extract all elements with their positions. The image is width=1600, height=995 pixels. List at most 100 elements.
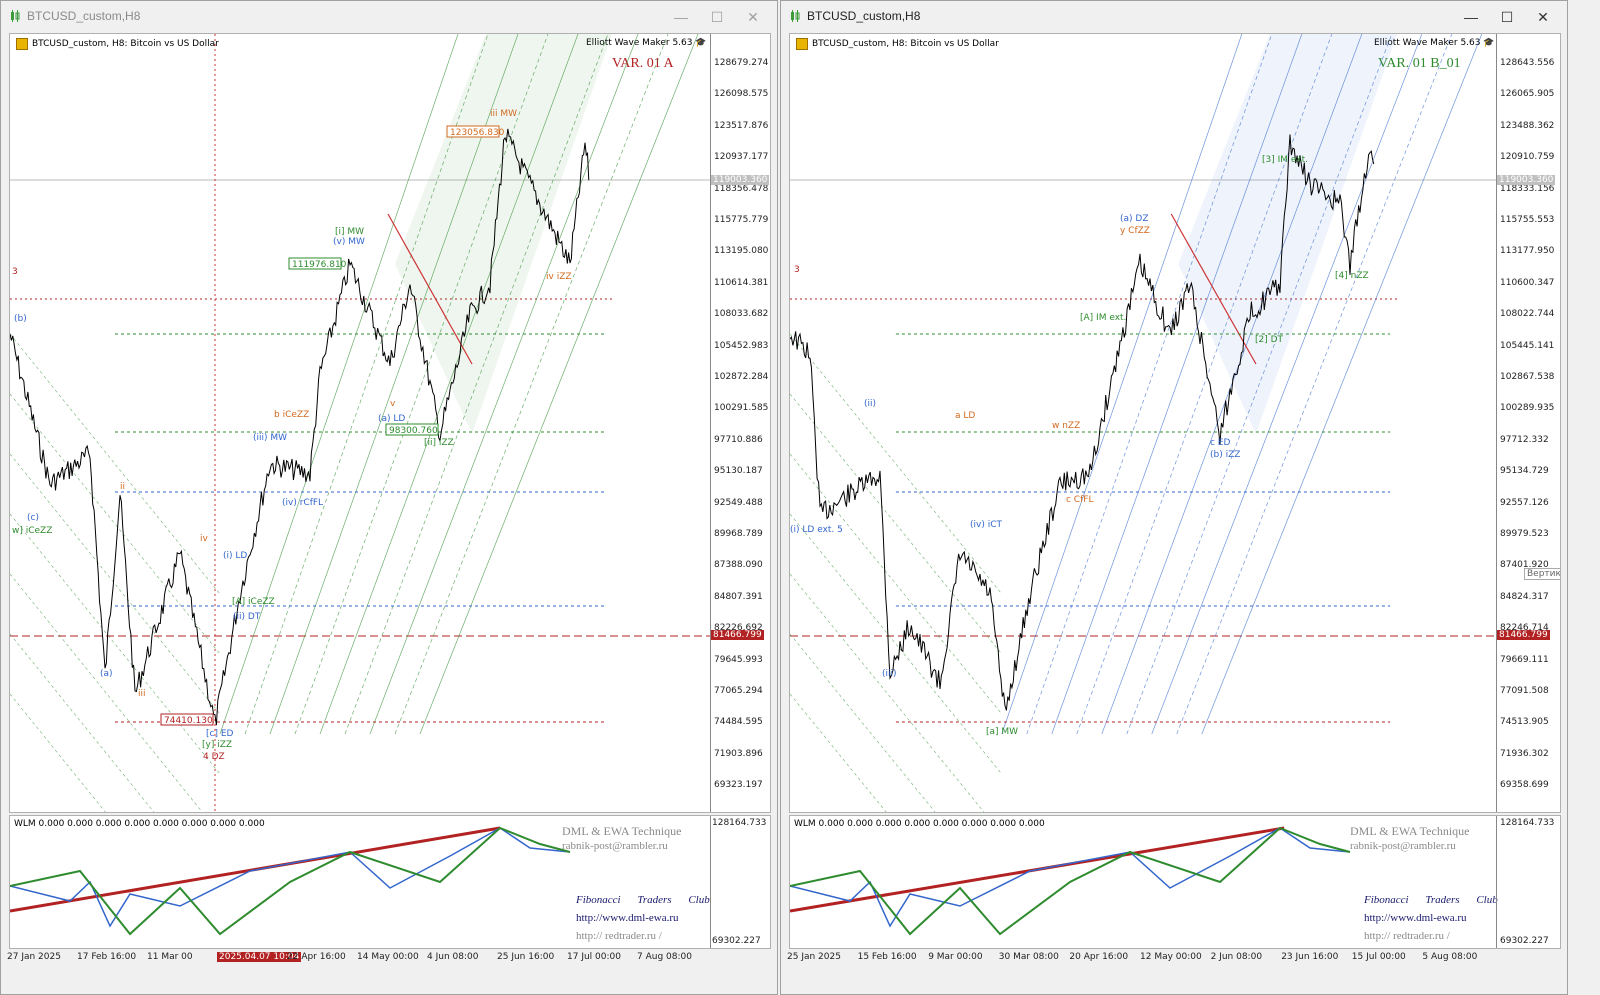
price-tick: 123488.362: [1500, 120, 1555, 131]
wave-label: (ii): [864, 399, 876, 409]
ind-axis-bottom: 69302.227: [712, 936, 761, 946]
price-tick: 95130.187: [714, 466, 763, 477]
time-tick: 23 Jun 16:00: [1281, 952, 1339, 962]
price-tick: 74484.595: [714, 717, 763, 728]
price-tick: 97710.886: [714, 434, 763, 445]
price-tick: 128643.556: [1500, 58, 1555, 68]
wave-label: [y] iZZ: [202, 740, 232, 750]
wlm-indicator[interactable]: WLM 0.000 0.000 0.000 0.000 0.000 0.000 …: [9, 815, 771, 949]
wave-label: (iv) rCfFL: [282, 498, 323, 508]
time-tick: 17 Feb 16:00: [77, 952, 137, 962]
price-tick: 128679.274: [714, 58, 769, 68]
price-axis: 128643.556 126065.905 123488.362 120910.759…: [1496, 34, 1560, 812]
wave-label: (iv) iCT: [970, 520, 1002, 530]
wave-label: iii: [138, 689, 146, 699]
ind-axis-bottom: 69302.227: [1500, 936, 1549, 946]
hat-icon: 🎓: [695, 38, 707, 48]
price-axis: 128679.274 126098.575 123517.876 120937.177…: [710, 34, 770, 812]
current-price-label: 119003.360: [711, 175, 770, 185]
site-url-2[interactable]: http:// redtrader.ru /: [1364, 930, 1450, 942]
fib-label: Fibonacci Traders Club: [576, 894, 710, 906]
symbol-info: BTCUSD_custom, H8: Bitcoin vs US Dollar: [16, 38, 219, 50]
wave-label: (i) LD: [223, 551, 247, 561]
price-tick: 100289.935: [1500, 403, 1555, 414]
minimize-button[interactable]: —: [1464, 9, 1478, 25]
price-tick: 102872.284: [714, 372, 769, 382]
price-chart[interactable]: BTCUSD_custom, H8: Bitcoin vs US Dollar …: [9, 33, 771, 813]
fork-channels: [10, 34, 699, 812]
wave-label: 3: [12, 267, 18, 277]
chart-window-left[interactable]: BTCUSD_custom,H8 — ☐ ✕ BTCUSD_custom, H8…: [0, 0, 778, 995]
wave-label: [4] nZZ: [1335, 271, 1369, 281]
price-box: 123056.830: [450, 128, 505, 138]
price-box: 74410.130: [164, 716, 213, 726]
wave-label: (iii) MW: [253, 433, 287, 443]
time-tick: 20 Apr 16:00: [1069, 952, 1129, 962]
site-url-1[interactable]: http://www.dml-ewa.ru: [1364, 912, 1467, 924]
candlestick-icon: [11, 10, 20, 22]
price-box: 111976.810: [292, 260, 347, 270]
price-tick: 97712.332: [1500, 434, 1549, 445]
site-url-2[interactable]: http:// redtrader.ru /: [576, 930, 662, 942]
maximize-button[interactable]: ☐: [1500, 9, 1514, 25]
wave-label: [ii] iZZ: [424, 438, 454, 448]
chart-canvas[interactable]: iii MW [i] MW(v) MW (iii) MW (a) LD [ii] iZZ…: [10, 34, 710, 813]
price-tick: 110600.347: [1500, 277, 1555, 288]
dml-label: DML & EWA Technique: [1350, 824, 1470, 838]
wlm-blue-line: [10, 827, 571, 928]
wave-label: b iCeZZ: [274, 410, 309, 420]
price-box: 98300.760: [389, 426, 438, 436]
price-tick: 89968.789: [714, 529, 763, 539]
price-tick: 108022.744: [1500, 309, 1555, 320]
wave-label: [3] IM ext.: [1262, 155, 1308, 165]
wave-label: c ED: [1210, 438, 1230, 448]
close-button[interactable]: ✕: [747, 9, 759, 25]
wave-label: (a): [100, 669, 113, 679]
window-titlebar[interactable]: BTCUSD_custom,H8 — ☐ ✕: [1, 1, 777, 31]
tooltip: Вертика: [1524, 568, 1560, 580]
wave-label: (ii) DT: [233, 612, 261, 622]
price-tick: 115775.779: [714, 215, 769, 225]
price-tick: 105452.983: [714, 340, 769, 351]
maximize-button[interactable]: ☐: [710, 9, 724, 25]
time-tick: 2 Jun 08:00: [1210, 952, 1263, 962]
chart-canvas[interactable]: (a) DZ y CfZZ a LD c ED (b) iZZ (i) LD ext. 5…: [790, 34, 1496, 813]
wlm-indicator[interactable]: WLM 0.000 0.000 0.000 0.000 0.000 0.000 …: [789, 815, 1561, 949]
wave-label: c CfFL: [1066, 495, 1093, 505]
symbol-icon: [16, 38, 28, 50]
price-tick: 84824.317: [1500, 591, 1549, 602]
wlm-green-line: [10, 826, 571, 936]
price-tick: 102867.538: [1500, 372, 1555, 382]
chart-window-right[interactable]: BTCUSD_custom,H8 — ☐ ✕ BTCUSD_custom, H8…: [780, 0, 1568, 995]
price-tick: 71936.302: [1500, 748, 1549, 759]
time-tick: 9 Mar 00:00: [928, 952, 983, 962]
wave-label: iv: [200, 534, 209, 544]
wave-label: iv iZZ: [546, 272, 572, 282]
wave-label: [c] ED: [206, 729, 234, 739]
price-tick: 126098.575: [714, 89, 769, 100]
dml-label: DML & EWA Technique: [562, 824, 682, 838]
time-tick: 14 May 00:00: [357, 952, 419, 962]
window-titlebar[interactable]: BTCUSD_custom,H8 — ☐ ✕: [781, 1, 1567, 31]
price-tick: 92557.126: [1500, 497, 1549, 508]
wave-label: [2] DT: [1255, 335, 1284, 345]
price-chart[interactable]: BTCUSD_custom, H8: Bitcoin vs US Dollar …: [789, 33, 1561, 813]
minimize-button[interactable]: —: [674, 9, 688, 25]
time-tick: 5 Aug 08:00: [1422, 952, 1478, 962]
ewm-label: Elliott Wave Maker 5.63 🎓: [586, 38, 707, 48]
wave-label: ii: [120, 482, 125, 492]
wave-label: [i] MW: [335, 227, 364, 237]
time-tick: 15 Feb 16:00: [857, 952, 917, 962]
time-tick: 25 Jun 16:00: [497, 952, 555, 962]
ind-axis-top: 128164.733: [712, 818, 767, 828]
close-button[interactable]: ✕: [1537, 9, 1549, 25]
hat-icon: 🎓: [1483, 38, 1495, 48]
site-url-1[interactable]: http://www.dml-ewa.ru: [576, 912, 679, 924]
price-tick: 92549.488: [714, 497, 763, 508]
wave-label: a LD: [955, 411, 975, 421]
price-tick: 87401.920: [1500, 560, 1549, 571]
ewm-label: Elliott Wave Maker 5.63 🎓: [1374, 38, 1495, 48]
wave-label: iii MW: [490, 109, 517, 119]
price-tick: 71903.896: [714, 748, 763, 759]
price-tick: 120937.177: [714, 152, 769, 163]
